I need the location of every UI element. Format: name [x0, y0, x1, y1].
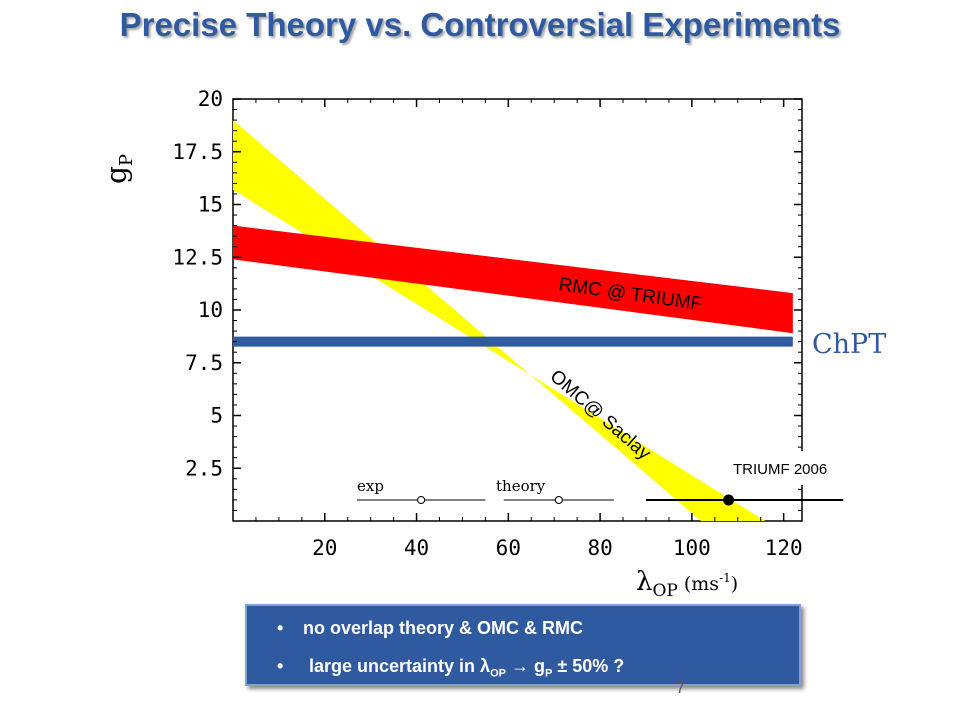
x-axis-label-main: λ — [636, 567, 652, 597]
summary-line-1: • no overlap theory & OMC & RMC — [277, 618, 584, 639]
triumf-2006-label: TRIUMF 2006 — [733, 461, 827, 478]
y-tick-label: 17.5 — [172, 140, 223, 164]
x-tick-label: 20 — [312, 536, 337, 560]
y-tick-label: 5 — [210, 404, 223, 428]
y-tick-label: 20 — [198, 87, 223, 111]
x-tick-label: 100 — [673, 536, 711, 560]
exp-label: exp — [357, 477, 384, 495]
y-tick-label: 2.5 — [185, 456, 223, 480]
summary-line-2-sub: OP — [490, 667, 506, 680]
x-tick-label: 120 — [765, 536, 803, 560]
y-tick-label: 10 — [198, 298, 223, 322]
summary-box: • no overlap theory & OMC & RMC • large … — [245, 604, 801, 686]
x-axis-label-unit: (ms — [684, 573, 719, 595]
error-bar-marker — [554, 496, 563, 504]
y-axis-label-main: g — [100, 166, 133, 184]
ticks: 20 17.5 15 12.5 10 7.5 5 2.5 20 40 60 80 100 120 — [172, 87, 802, 560]
y-tick-label: 7.5 — [185, 351, 223, 375]
x-axis-label: λOP (ms-1) — [636, 567, 738, 601]
error-bars — [356, 494, 844, 506]
bullet-icon: • — [277, 618, 284, 638]
summary-line-1-text: no overlap theory & OMC & RMC — [303, 618, 584, 638]
bullet-icon: • — [277, 656, 284, 676]
x-axis-label-unit-close: ) — [731, 573, 738, 595]
chpt-label: ChPT — [812, 329, 886, 360]
summary-line-2-tail: ± 50% ? — [557, 656, 625, 676]
y-tick-label: 15 — [198, 193, 223, 217]
error-bar-marker — [723, 494, 735, 506]
x-tick-label: 60 — [496, 536, 521, 560]
y-axis-label: gP — [100, 154, 137, 184]
x-axis-label-unit-sup: -1 — [719, 571, 731, 585]
triumf-2006-label-box — [724, 451, 852, 485]
rmc-band — [233, 225, 793, 334]
error-bar-marker — [417, 496, 426, 504]
summary-line-2-arrow: → g — [510, 656, 545, 676]
slide-title: Precise Theory vs. Controversial Experim… — [119, 6, 841, 43]
summary-line-2: • large uncertainty in λOP → gP ± 50% ? — [277, 656, 625, 680]
x-tick-label: 40 — [404, 536, 429, 560]
y-tick-label: 12.5 — [172, 245, 223, 269]
x-tick-label: 80 — [587, 536, 612, 560]
page-number: 7 — [676, 680, 685, 697]
summary-line-2-text: large uncertainty in λ — [309, 656, 491, 676]
y-axis-label-sub: P — [116, 154, 137, 166]
x-axis-label-sub: OP — [652, 581, 677, 601]
summary-line-2-sub2: P — [544, 667, 553, 680]
bands — [233, 120, 793, 521]
theory-label: theory — [496, 477, 546, 495]
